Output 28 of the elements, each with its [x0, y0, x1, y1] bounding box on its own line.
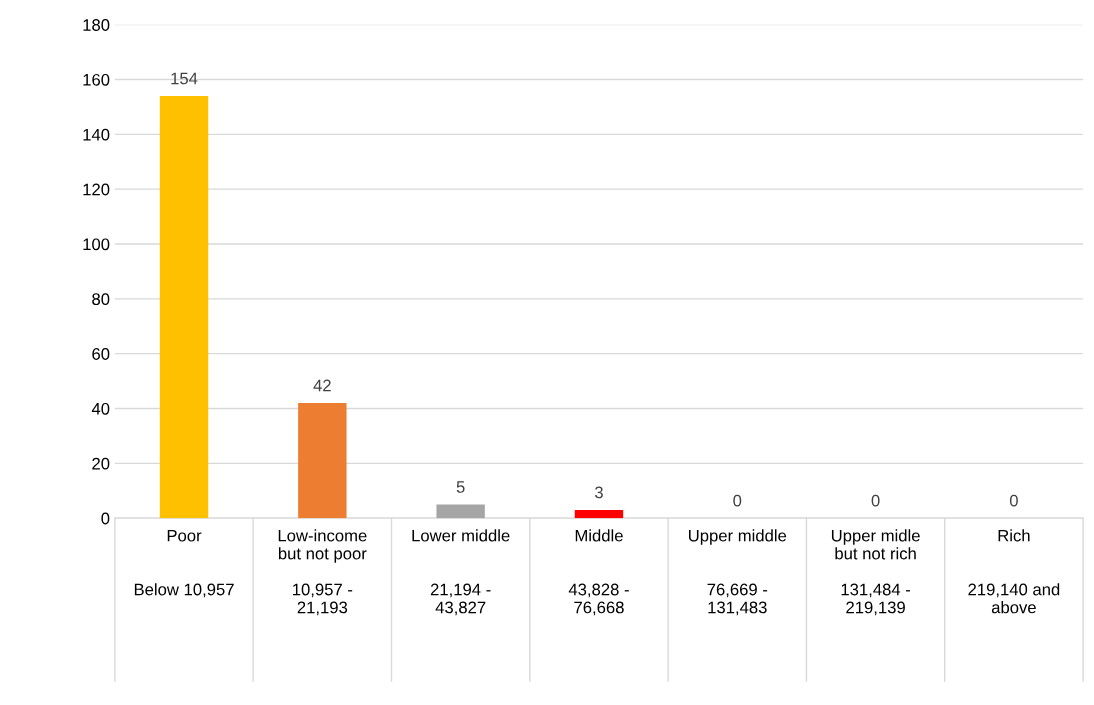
bar [574, 509, 624, 519]
y-tick-label: 20 [92, 457, 110, 470]
y-tick-label: 60 [92, 348, 110, 360]
bar [298, 403, 347, 519]
category-label: Rich 219,140 and above [968, 529, 1060, 614]
data-label: 42 [313, 379, 331, 392]
y-tick-label: 140 [83, 128, 110, 141]
category-label: Poor Below 10,957 [134, 529, 234, 598]
category-label: Middle 43,828 - 76,668 [568, 529, 629, 616]
y-tick-label: 180 [83, 19, 110, 31]
y-tick-label: 80 [92, 293, 110, 306]
data-label: 3 [594, 486, 603, 499]
y-tick-label: 100 [83, 238, 110, 251]
category-label: Upper midle but not rich 131,484 - 219,139 [831, 529, 920, 616]
data-label: 5 [456, 481, 465, 493]
y-tick-label: 120 [83, 183, 110, 196]
category-label: Lower middle 21,194 - 43,827 [412, 529, 510, 616]
data-label: 0 [871, 494, 880, 507]
data-label: 0 [1009, 494, 1018, 507]
data-label: 154 [171, 72, 198, 85]
y-tick-label: 0 [101, 512, 110, 525]
y-tick-label: 40 [91, 402, 110, 415]
data-label: 0 [733, 494, 742, 507]
category-label: Upper middle 76,669 - 131,483 [689, 529, 787, 616]
bar [436, 504, 485, 519]
category-label: Low-income but not poor 10,957 - 21,193 [278, 529, 367, 616]
bar [159, 95, 209, 519]
y-tick-label: 160 [83, 73, 110, 86]
